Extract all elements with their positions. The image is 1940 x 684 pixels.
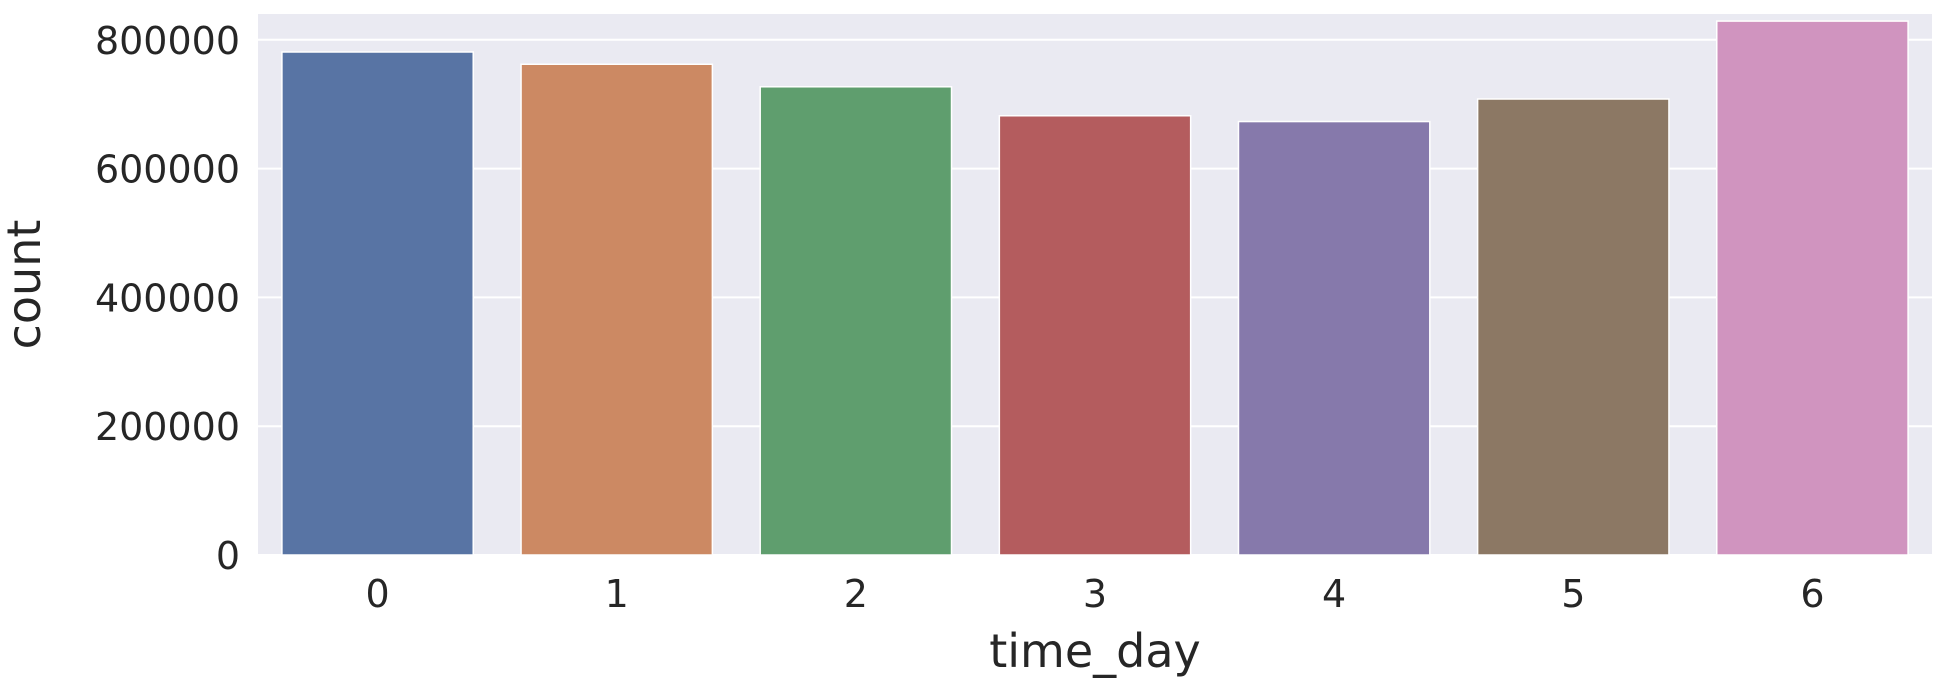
- bar-2: [759, 86, 953, 556]
- x-tick-label: 0: [365, 572, 389, 616]
- y-tick-label: 600000: [95, 148, 240, 192]
- bar-3: [998, 115, 1192, 556]
- x-tick-label: 5: [1561, 572, 1585, 616]
- bar-1: [520, 63, 714, 556]
- y-tick-label: 800000: [95, 19, 240, 63]
- x-tick-label: 3: [1083, 572, 1107, 616]
- y-tick-label: 200000: [95, 405, 240, 449]
- y-tick-label: 400000: [95, 276, 240, 320]
- x-tick-label: 1: [605, 572, 629, 616]
- bar-0: [281, 51, 474, 556]
- bar-4: [1237, 120, 1431, 556]
- bar-5: [1476, 98, 1670, 556]
- bars: [281, 20, 1909, 556]
- y-tick-labels: 0 200000 400000 600000 800000: [95, 19, 240, 578]
- x-tick-label: 2: [844, 572, 868, 616]
- x-tick-label: 6: [1800, 572, 1824, 616]
- y-tick-label: 0: [216, 534, 240, 578]
- x-axis-label: time_day: [989, 624, 1201, 678]
- x-tick-labels: 0 1 2 3 4 5 6: [365, 572, 1824, 616]
- x-tick-label: 4: [1322, 572, 1346, 616]
- y-axis-label: count: [0, 220, 51, 350]
- bar-6: [1716, 20, 1909, 556]
